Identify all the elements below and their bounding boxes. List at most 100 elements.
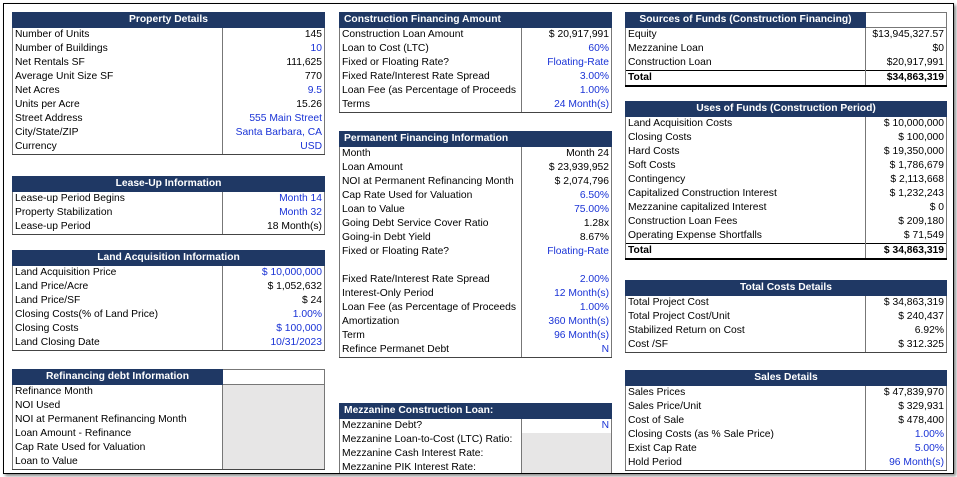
- row-label: Mezzanine PIK Interest Rate:: [339, 461, 522, 473]
- row-value[interactable]: $ 2,074,796: [520, 175, 613, 189]
- table-row: Loan to Value 75.00%: [339, 203, 613, 217]
- table-row: Closing Costs(% of Land Price) 1.00%: [12, 308, 325, 322]
- total-value[interactable]: $34,863,319: [865, 70, 947, 87]
- row-value[interactable]: 6.92%: [865, 324, 947, 338]
- row-value[interactable]: [222, 399, 325, 413]
- row-label: Lease-up Period: [12, 220, 223, 235]
- row-value[interactable]: 8.67%: [520, 231, 613, 245]
- row-value[interactable]: 24 Month(s): [520, 98, 613, 113]
- total-row: Total $ 34,863,319: [625, 243, 948, 260]
- row-value[interactable]: $ 209,180: [864, 215, 948, 229]
- row-value[interactable]: $ 20,917,991: [520, 27, 613, 42]
- row-value[interactable]: 6.50%: [520, 189, 613, 203]
- row-value[interactable]: 75.00%: [520, 203, 613, 217]
- table-row: Construction Loan $20,917,991: [625, 56, 947, 71]
- row-value[interactable]: $ 10,000,000: [222, 265, 325, 280]
- row-value[interactable]: 9.5: [221, 84, 326, 98]
- row-value[interactable]: [222, 413, 325, 427]
- row-value[interactable]: [520, 259, 613, 273]
- row-value[interactable]: 1.00%: [864, 428, 948, 442]
- row-value[interactable]: $13,945,327.57: [865, 27, 947, 42]
- row-value[interactable]: 5.00%: [864, 442, 948, 456]
- row-value[interactable]: Floating-Rate: [520, 245, 613, 259]
- row-label: Closing Costs (as % Sale Price): [625, 428, 866, 442]
- land-acquisition-table: Land Acquisition Information Land Acquis…: [12, 250, 325, 351]
- row-value[interactable]: $ 1,786,679: [864, 159, 948, 173]
- row-value[interactable]: [521, 461, 612, 473]
- row-value[interactable]: $ 23,939,952: [520, 161, 613, 175]
- row-label: Mezzanine Cash Interest Rate:: [339, 447, 522, 461]
- row-label: Refince Permanet Debt: [339, 343, 522, 358]
- row-value[interactable]: USD: [221, 140, 326, 155]
- refinancing-header-blank: [222, 369, 325, 385]
- row-value[interactable]: Floating-Rate: [520, 56, 613, 70]
- row-value[interactable]: $ 34,863,319: [865, 295, 947, 310]
- row-value[interactable]: 111,625: [221, 56, 326, 70]
- row-value[interactable]: $ 10,000,000: [864, 116, 948, 131]
- row-value[interactable]: 1.00%: [520, 84, 613, 98]
- row-value[interactable]: [222, 441, 325, 455]
- row-value[interactable]: $ 240,437: [865, 310, 947, 324]
- row-value[interactable]: 15.26: [221, 98, 326, 112]
- row-value[interactable]: 145: [221, 27, 326, 42]
- row-label: Fixed Rate/Interest Rate Spread: [339, 273, 522, 287]
- row-value[interactable]: 3.00%: [520, 70, 613, 84]
- row-value[interactable]: 2.00%: [520, 273, 613, 287]
- row-value[interactable]: 60%: [520, 42, 613, 56]
- row-value[interactable]: 10: [221, 42, 326, 56]
- row-value[interactable]: $ 100,000: [864, 131, 948, 145]
- row-value[interactable]: $ 0: [864, 201, 948, 215]
- table-row: Land Acquisition Costs $ 10,000,000: [625, 116, 948, 131]
- row-value[interactable]: N: [520, 343, 613, 358]
- row-value[interactable]: 96 Month(s): [520, 329, 613, 343]
- row-value[interactable]: $ 2,113,668: [864, 173, 948, 187]
- row-label: Mezzanine Loan: [625, 42, 866, 56]
- table-row: Going Debt Service Cover Ratio 1.28x: [339, 217, 613, 231]
- row-value[interactable]: 18 Month(s): [222, 220, 325, 235]
- row-value[interactable]: $ 1,232,243: [864, 187, 948, 201]
- row-value[interactable]: 1.00%: [222, 308, 325, 322]
- row-label: Cap Rate Used for Valuation: [339, 189, 522, 203]
- row-label: Sales Price/Unit: [625, 400, 866, 414]
- row-value[interactable]: $ 71,549: [864, 229, 948, 244]
- row-value[interactable]: $ 19,350,000: [864, 145, 948, 159]
- row-value[interactable]: 96 Month(s): [864, 456, 948, 471]
- table-row: Fixed Rate/Interest Rate Spread 3.00%: [339, 70, 613, 84]
- row-value[interactable]: [521, 433, 612, 447]
- row-value[interactable]: $20,917,991: [865, 56, 947, 71]
- row-value[interactable]: $ 329,931: [864, 400, 948, 414]
- row-value[interactable]: 10/31/2023: [222, 336, 325, 351]
- row-value[interactable]: 12 Month(s): [520, 287, 613, 301]
- row-value[interactable]: [222, 455, 325, 470]
- row-label: Property Stabilization: [12, 206, 223, 220]
- row-value[interactable]: 360 Month(s): [520, 315, 613, 329]
- row-value[interactable]: Month 14: [222, 191, 325, 206]
- table-row: Land Price/SF $ 24: [12, 294, 325, 308]
- table-row: Construction Loan Fees $ 209,180: [625, 215, 948, 229]
- table-row: Lease-up Period 18 Month(s): [12, 220, 325, 235]
- row-value[interactable]: Month 24: [520, 146, 613, 161]
- row-value[interactable]: $ 100,000: [222, 322, 325, 336]
- row-value[interactable]: $ 478,400: [864, 414, 948, 428]
- row-value[interactable]: $ 312.325: [865, 338, 947, 353]
- row-value[interactable]: 770: [221, 70, 326, 84]
- row-value[interactable]: $ 24: [222, 294, 325, 308]
- row-label: Construction Loan Fees: [625, 215, 866, 229]
- row-value[interactable]: [222, 427, 325, 441]
- row-value[interactable]: [222, 384, 325, 399]
- row-value[interactable]: Santa Barbara, CA: [221, 126, 326, 140]
- table-row: Mezzanine Loan-to-Cost (LTC) Ratio:: [339, 433, 612, 447]
- table-row: Net Rentals SF 111,625: [12, 56, 326, 70]
- row-value[interactable]: 1.00%: [520, 301, 613, 315]
- row-value[interactable]: Month 32: [222, 206, 325, 220]
- row-value[interactable]: N: [521, 418, 612, 433]
- row-value[interactable]: 1.28x: [520, 217, 613, 231]
- row-value[interactable]: $0: [865, 42, 947, 56]
- row-label: Loan to Value: [339, 203, 522, 217]
- row-value[interactable]: 555 Main Street: [221, 112, 326, 126]
- row-value[interactable]: [521, 447, 612, 461]
- row-label: Fixed Rate/Interest Rate Spread: [339, 70, 522, 84]
- row-value[interactable]: $ 1,052,632: [222, 280, 325, 294]
- row-value[interactable]: $ 47,839,970: [864, 385, 948, 400]
- total-value[interactable]: $ 34,863,319: [864, 243, 948, 260]
